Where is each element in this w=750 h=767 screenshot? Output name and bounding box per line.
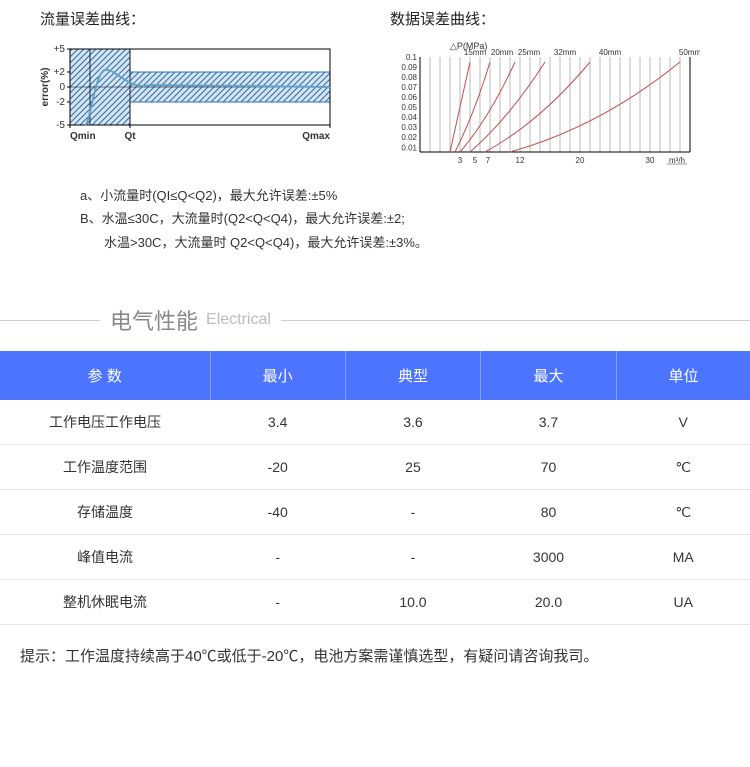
table-cell: - [210, 580, 345, 625]
flow-error-chart: +5 +2 0 -2 -5 Qmin Qt Qmax error(%) [40, 39, 340, 159]
table-cell: 70 [481, 445, 617, 490]
svg-text:7: 7 [486, 156, 491, 165]
table-cell: 10.0 [345, 580, 480, 625]
table-cell: ℃ [616, 490, 750, 535]
svg-text:0.04: 0.04 [401, 113, 417, 122]
table-cell: 工作温度范围 [0, 445, 210, 490]
note-b2: 水温>30C，大流量时 Q2<Q<Q4)，最大允许误差:±3%。 [80, 231, 670, 254]
svg-text:0.01: 0.01 [401, 143, 417, 152]
svg-text:50mm: 50mm [679, 48, 700, 57]
svg-text:20: 20 [576, 156, 585, 165]
table-cell: - [345, 535, 480, 580]
table-row: 工作电压工作电压3.43.63.7V [0, 400, 750, 445]
table-cell: - [210, 535, 345, 580]
svg-text:25mm: 25mm [518, 48, 541, 57]
table-cell: 25 [345, 445, 480, 490]
table-row: 存储温度-40-80℃ [0, 490, 750, 535]
chart-notes: a、小流量时(QI≤Q<Q2)，最大允许误差:±5% B、水温≤30C，大流量时… [0, 179, 750, 284]
table-header: 最小 [210, 351, 345, 400]
svg-text:+2: +2 [54, 67, 66, 78]
table-header: 参 数 [0, 351, 210, 400]
data-error-chart: △P(MPa)15mm20mm25mm32mm40mm50mm0.10.090.… [390, 39, 700, 169]
svg-text:Qmax: Qmax [302, 131, 330, 142]
section-header: 电气性能 Electrical [0, 304, 750, 336]
table-cell: 整机休眠电流 [0, 580, 210, 625]
table-row: 工作温度范围-202570℃ [0, 445, 750, 490]
section-title-en: Electrical [206, 311, 271, 329]
svg-text:32mm: 32mm [554, 48, 577, 57]
svg-text:3: 3 [458, 156, 463, 165]
electrical-table: 参 数最小典型最大单位 工作电压工作电压3.43.63.7V工作温度范围-202… [0, 351, 750, 625]
table-cell: 3.4 [210, 400, 345, 445]
table-header: 典型 [345, 351, 480, 400]
svg-text:12: 12 [516, 156, 525, 165]
table-cell: 3000 [481, 535, 617, 580]
table-cell: -40 [210, 490, 345, 535]
table-cell: 工作电压工作电压 [0, 400, 210, 445]
svg-text:0.07: 0.07 [401, 83, 417, 92]
note-a: a、小流量时(QI≤Q<Q2)，最大允许误差:±5% [80, 184, 670, 207]
tip-text: 提示：工作温度持续高于40℃或低于-20℃，电池方案需谨慎选型，有疑问请咨询我司… [0, 625, 750, 676]
svg-text:20mm: 20mm [491, 48, 514, 57]
table-header: 最大 [481, 351, 617, 400]
table-cell: -20 [210, 445, 345, 490]
svg-text:0.02: 0.02 [401, 133, 417, 142]
table-cell: - [345, 490, 480, 535]
table-cell: 峰值电流 [0, 535, 210, 580]
svg-text:+5: +5 [54, 44, 66, 55]
svg-text:40mm: 40mm [599, 48, 622, 57]
table-header: 单位 [616, 351, 750, 400]
svg-text:0.03: 0.03 [401, 123, 417, 132]
svg-text:0: 0 [59, 82, 65, 93]
svg-text:0.05: 0.05 [401, 103, 417, 112]
svg-text:Qt: Qt [124, 131, 136, 142]
table-cell: V [616, 400, 750, 445]
svg-text:30: 30 [646, 156, 655, 165]
table-cell: MA [616, 535, 750, 580]
svg-text:-5: -5 [56, 120, 65, 131]
table-row: 峰值电流--3000MA [0, 535, 750, 580]
svg-text:0.09: 0.09 [401, 63, 417, 72]
svg-text:error(%): error(%) [40, 68, 51, 107]
svg-text:15mm: 15mm [464, 48, 487, 57]
data-chart-title: 数据误差曲线： [390, 8, 710, 29]
svg-text:0.06: 0.06 [401, 93, 417, 102]
table-cell: ℃ [616, 445, 750, 490]
table-cell: 3.7 [481, 400, 617, 445]
section-title-zh: 电气性能 [110, 304, 198, 336]
table-cell: 3.6 [345, 400, 480, 445]
table-cell: 存储温度 [0, 490, 210, 535]
svg-text:0.08: 0.08 [401, 73, 417, 82]
table-cell: UA [616, 580, 750, 625]
note-b1: B、水温≤30C，大流量时(Q2<Q<Q4)，最大允许误差:±2; [80, 207, 670, 230]
svg-text:0.1: 0.1 [406, 53, 418, 62]
svg-text:-2: -2 [56, 97, 65, 108]
table-row: 整机休眠电流-10.020.0UA [0, 580, 750, 625]
flow-chart-title: 流量误差曲线： [40, 8, 360, 29]
svg-text:m³/h: m³/h [669, 156, 685, 165]
svg-text:Qmin: Qmin [70, 131, 96, 142]
table-cell: 20.0 [481, 580, 617, 625]
svg-text:5: 5 [473, 156, 478, 165]
table-cell: 80 [481, 490, 617, 535]
